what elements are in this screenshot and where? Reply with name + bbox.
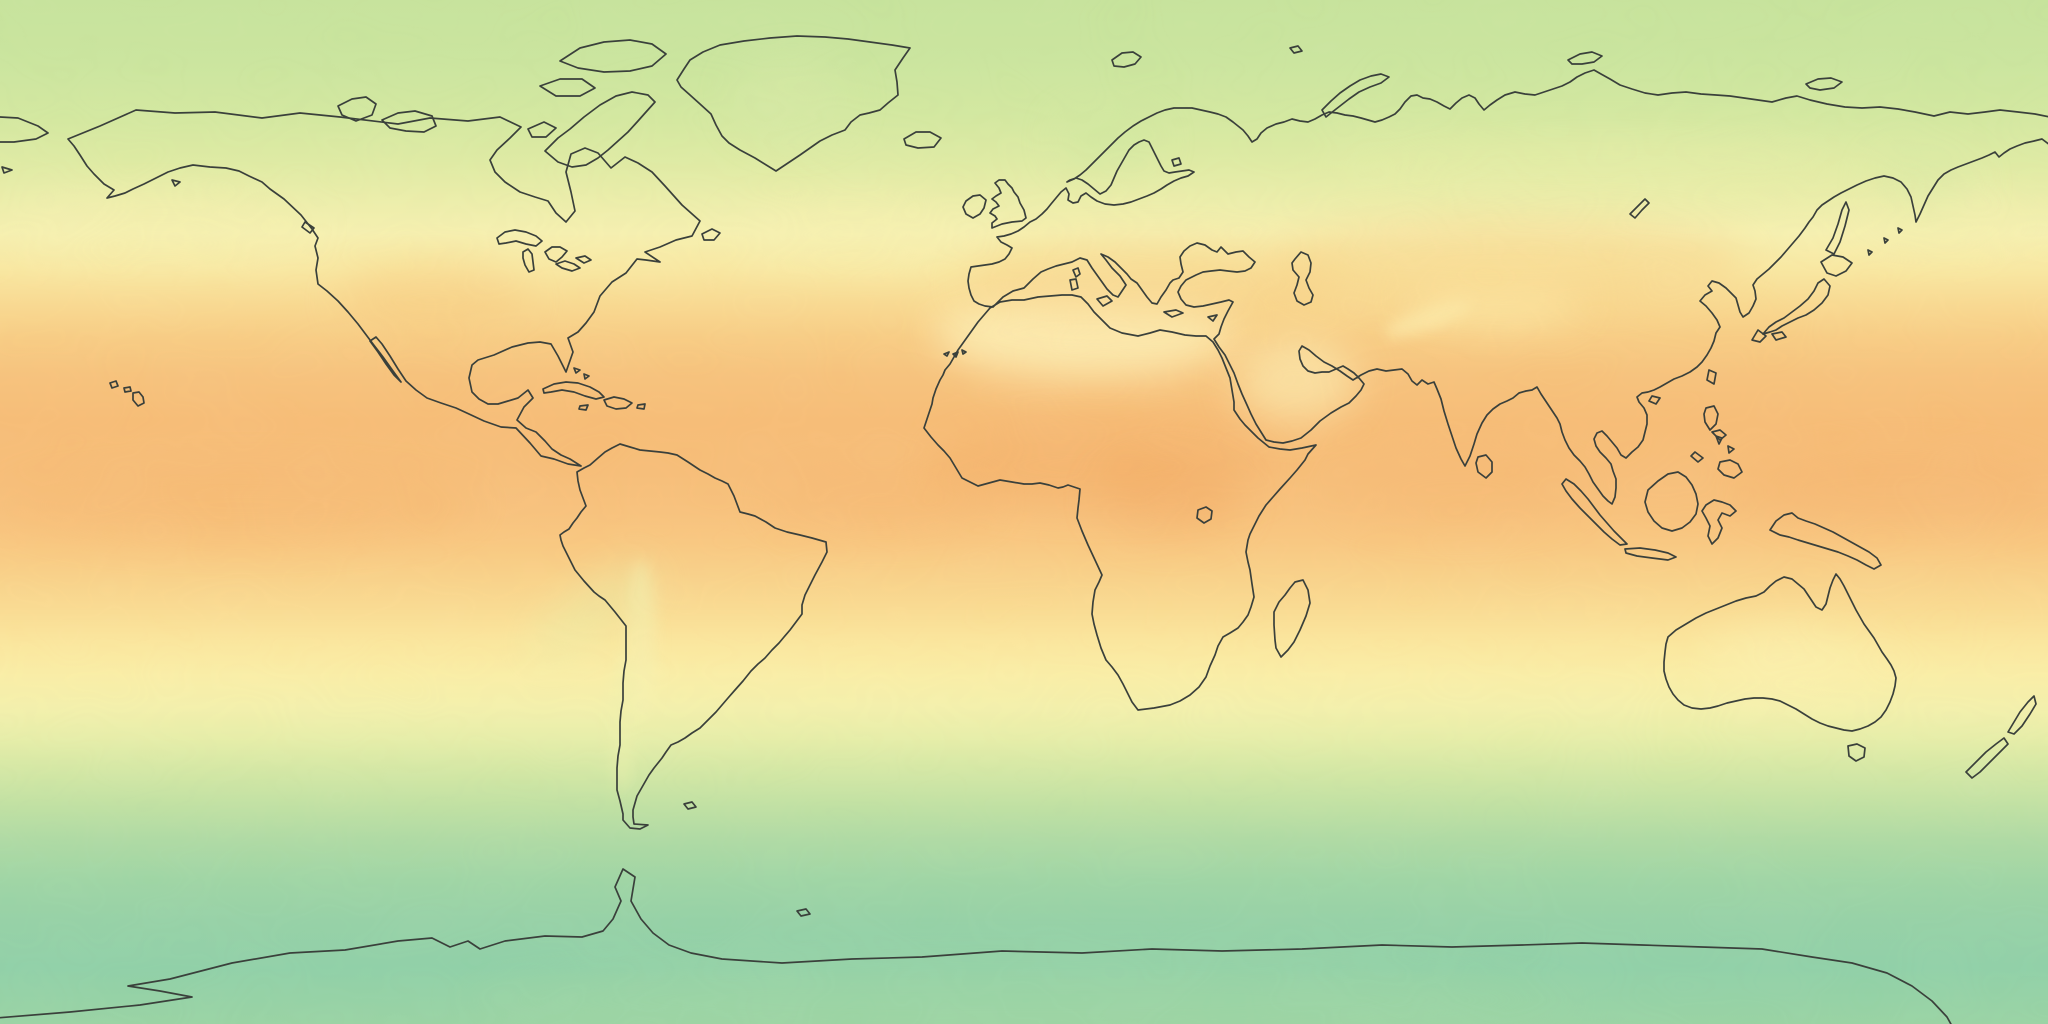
coast-severnaya-zemlya	[1567, 51, 1603, 65]
coast-shikoku	[1771, 331, 1787, 341]
coast-baffin-island	[544, 91, 656, 168]
coast-hainan	[1648, 395, 1661, 405]
coast-chukotka-wrap	[0, 116, 49, 143]
coast-kuril-2	[1883, 237, 1889, 244]
coast-africa	[923, 294, 1317, 711]
coast-lake-ladoga	[1171, 157, 1182, 167]
coast-lake-erie	[555, 260, 581, 272]
coastlines	[0, 35, 2048, 1024]
coast-nz-south-island	[1965, 737, 2009, 779]
coast-new-siberian-islands	[1805, 77, 1843, 91]
coast-hawaii-1	[109, 380, 119, 389]
coast-south-georgia	[796, 908, 811, 917]
coast-iceland	[903, 131, 942, 149]
coast-lake-victoria	[1196, 506, 1213, 524]
coast-australia	[1663, 573, 1897, 732]
coast-mindanao	[1717, 459, 1743, 479]
coast-palawan	[1690, 451, 1704, 463]
coast-visayas-2	[1727, 445, 1735, 454]
coast-kodiak-island	[171, 179, 181, 187]
coast-kyushu	[1751, 329, 1767, 343]
coast-lake-huron	[544, 246, 568, 263]
coast-eurasia	[967, 69, 2048, 505]
coast-hokkaido	[1820, 254, 1853, 277]
coast-south-america	[559, 443, 828, 830]
coast-hawaii-3	[132, 391, 145, 407]
coast-bahamas-2	[583, 373, 590, 380]
coast-banks-island	[337, 96, 377, 122]
coast-hispaniola	[603, 396, 633, 410]
coast-java	[1624, 547, 1677, 561]
coast-jamaica	[578, 404, 589, 411]
coast-caspian-sea	[1291, 251, 1314, 306]
coast-sicily	[1096, 295, 1113, 307]
coast-cuba	[542, 381, 605, 400]
coast-crete	[1163, 309, 1184, 318]
coast-lake-ontario	[575, 255, 592, 264]
coast-bahamas-1	[573, 367, 581, 374]
coast-halmahera	[1711, 429, 1727, 441]
coast-sulawesi	[1701, 499, 1737, 545]
coast-ireland	[962, 194, 987, 219]
coast-victoria-island	[381, 110, 437, 133]
coast-hawaii-2	[123, 386, 132, 393]
coast-lake-michigan	[522, 248, 535, 273]
coast-great-britain	[989, 179, 1027, 229]
coast-sumatra	[1561, 478, 1628, 546]
coast-new-guinea	[1769, 512, 1882, 570]
coast-canary-islands-1	[943, 351, 950, 357]
coast-southampton-island	[527, 121, 557, 138]
coast-kuril-1	[1867, 249, 1873, 256]
coast-corsica	[1072, 267, 1081, 278]
coast-greenland	[676, 35, 911, 172]
coast-cyprus	[1207, 314, 1218, 322]
coast-lake-baikal	[1629, 198, 1650, 219]
coast-antarctica	[0, 868, 1952, 1024]
coast-sri-lanka	[1475, 454, 1493, 479]
coast-canary-islands-3	[961, 349, 967, 355]
coast-sardinia	[1069, 278, 1079, 291]
coast-madagascar	[1273, 579, 1311, 658]
coast-borneo	[1644, 471, 1699, 532]
coast-ellesmere-island	[559, 39, 667, 73]
coast-visayas-1	[1715, 435, 1723, 445]
coast-puerto-rico	[636, 403, 646, 410]
coast-canary-islands-2	[952, 351, 959, 358]
coast-newfoundland	[701, 228, 721, 241]
coast-kuril-3	[1897, 227, 1903, 234]
coast-sakhalin	[1825, 201, 1850, 255]
coast-franz-josef-land	[1289, 45, 1303, 54]
coast-novaya-zemlya	[1321, 73, 1390, 118]
coast-vancouver-island	[301, 221, 315, 234]
coast-tasmania	[1847, 743, 1866, 762]
coast-lake-superior	[496, 229, 543, 247]
coast-taiwan	[1706, 369, 1717, 385]
coast-wrap-islet	[1, 166, 13, 174]
coast-nz-north-island	[2007, 695, 2037, 735]
coast-falkland-islands	[683, 801, 697, 810]
coast-svalbard	[1111, 51, 1142, 68]
coast-devon-island	[539, 78, 596, 97]
coast-luzon	[1703, 405, 1719, 431]
coast-north-america	[67, 109, 701, 467]
coast-honshu	[1762, 278, 1831, 335]
